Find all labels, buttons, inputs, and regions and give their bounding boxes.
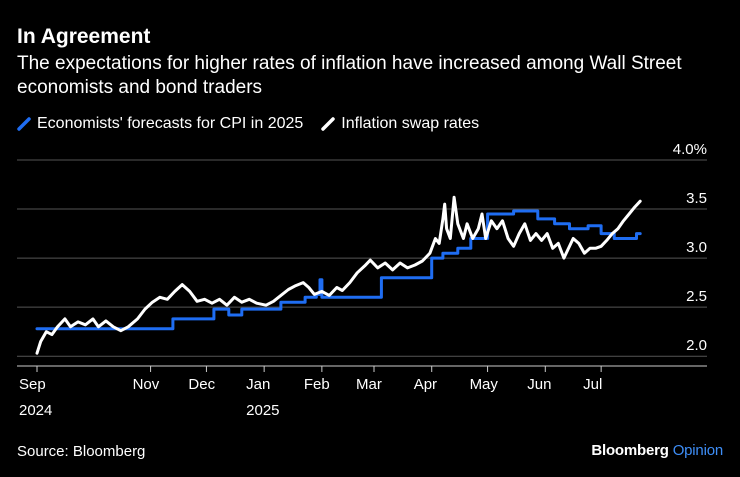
x-tick-year-label: 2025 (246, 402, 279, 419)
x-tick-label: Jul (583, 376, 602, 393)
brand-main: Bloomberg (591, 442, 669, 459)
legend-label-swaps: Inflation swap rates (341, 115, 480, 132)
brand-sub: Opinion (672, 442, 724, 459)
x-tick-label: Nov (133, 376, 160, 393)
legend-label-economists: Economists' forecasts for CPI in 2025 (37, 115, 304, 132)
y-tick-label: 3.0 (686, 239, 707, 256)
legend-swatch-economists (17, 117, 31, 131)
x-tick-year-label: 2024 (19, 402, 52, 419)
y-tick-label: 2.0 (686, 337, 707, 354)
x-tick-label: May (470, 376, 499, 393)
y-tick-label: 2.5 (686, 288, 707, 305)
legend: Economists' forecasts for CPI in 2025 In… (17, 114, 497, 134)
chart-title: In Agreement (17, 25, 151, 48)
legend-swatch-swaps (321, 117, 336, 131)
x-tick-label: Jan (246, 376, 270, 393)
x-tick-label: Dec (188, 376, 215, 393)
x-tick-label: Apr (414, 376, 437, 393)
legend-item-swaps: Inflation swap rates (321, 114, 479, 134)
legend-item-economists: Economists' forecasts for CPI in 2025 (17, 114, 303, 134)
brand-logo: Bloomberg Opinion (591, 442, 723, 459)
x-tick-label: Sep (19, 376, 46, 393)
x-tick-label: Jun (527, 376, 551, 393)
series-line-swaps (35, 195, 642, 355)
x-tick-label: Feb (304, 376, 330, 393)
source-note: Source: Bloomberg (17, 443, 146, 460)
series-line-economists (35, 209, 642, 331)
x-tick-label: Mar (356, 376, 382, 393)
chart-subtitle: The expectations for higher rates of inf… (17, 53, 682, 98)
y-tick-label: 3.5 (686, 190, 707, 207)
y-tick-label: 4.0% (673, 141, 707, 158)
